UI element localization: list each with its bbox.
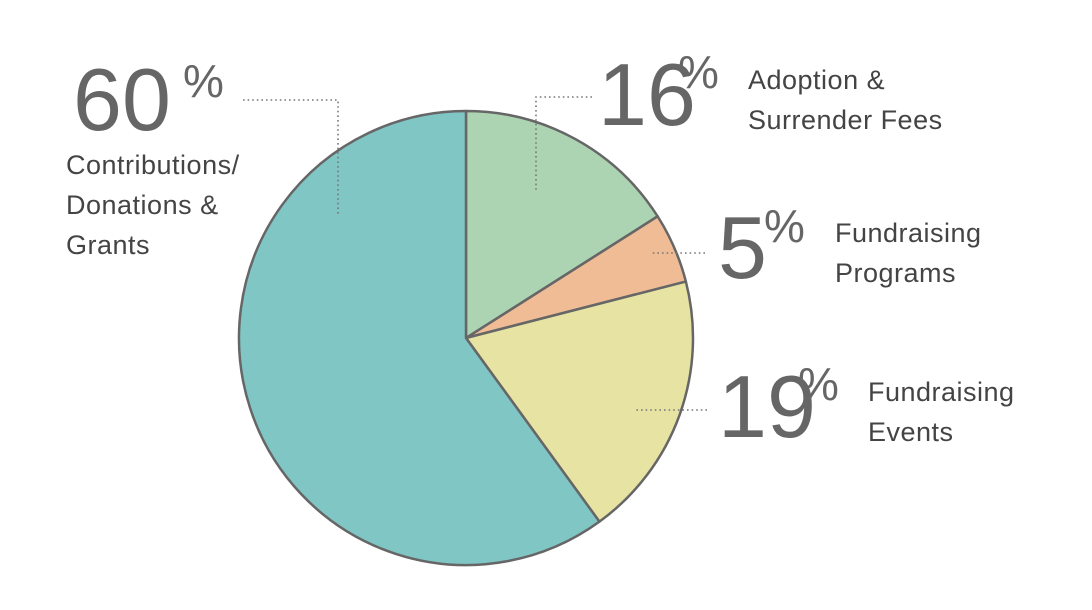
leader-line [535, 96, 592, 190]
value-label: 60 [73, 50, 171, 149]
value-unit: % [798, 358, 839, 410]
value-label: 19 [718, 357, 816, 456]
category-label: Fundraising Programs [835, 218, 982, 288]
value-unit: % [678, 46, 719, 98]
value-unit: % [764, 200, 805, 252]
category-label: Adoption & Surrender Fees [748, 65, 943, 135]
category-label: Contributions/ Donations & Grants [66, 150, 240, 260]
value-label: 5 [718, 198, 767, 297]
value-unit: % [183, 55, 224, 107]
pie-slice [464, 280, 695, 523]
pie-slice [237, 109, 601, 567]
leader-line [243, 99, 339, 215]
pie-slice [464, 109, 659, 340]
value-label: 16 [598, 45, 696, 144]
category-label: Fundraising Events [868, 377, 1015, 447]
